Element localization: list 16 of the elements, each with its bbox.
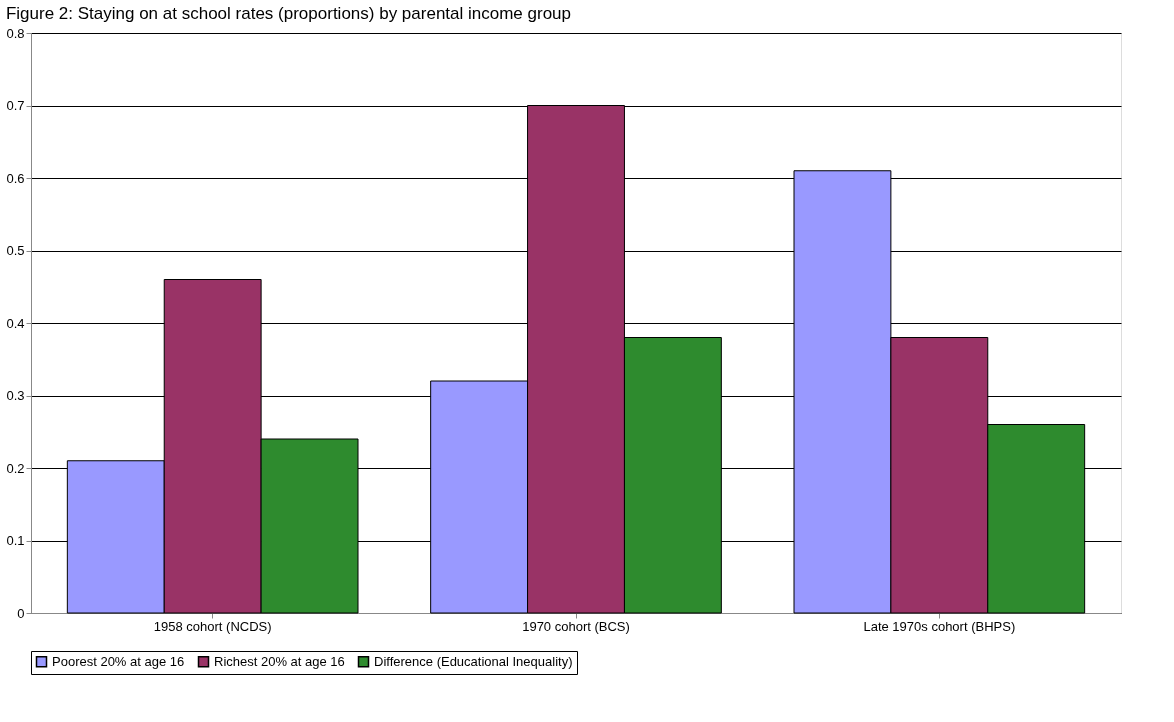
legend-label: Poorest 20% at age 16	[52, 653, 185, 669]
legend-label: Richest 20% at age 16	[214, 653, 345, 669]
x-tick-label: 1958 cohort (NCDS)	[153, 618, 272, 634]
x-tick-label: Late 1970s cohort (BHPS)	[863, 618, 1016, 634]
y-tick-label: 0.5	[6, 243, 25, 258]
y-tick-label: 0.8	[6, 25, 25, 41]
y-tick-label: 0.3	[6, 388, 25, 403]
y-tick-label: 0.1	[6, 533, 25, 548]
y-tick-label: 0.4	[6, 315, 25, 331]
chart-title: Figure 2: Staying on at school rates (proportions) by parental income group	[5, 4, 572, 23]
y-tick-label: 0.6	[6, 170, 25, 186]
x-tick-label: 1970 cohort (BCS)	[522, 618, 630, 634]
y-tick-label: 0.7	[6, 98, 25, 113]
y-tick-label: 0	[17, 605, 25, 621]
y-tick-label: 0.2	[6, 460, 25, 476]
legend-label: Difference (Educational Inequality)	[374, 653, 573, 669]
